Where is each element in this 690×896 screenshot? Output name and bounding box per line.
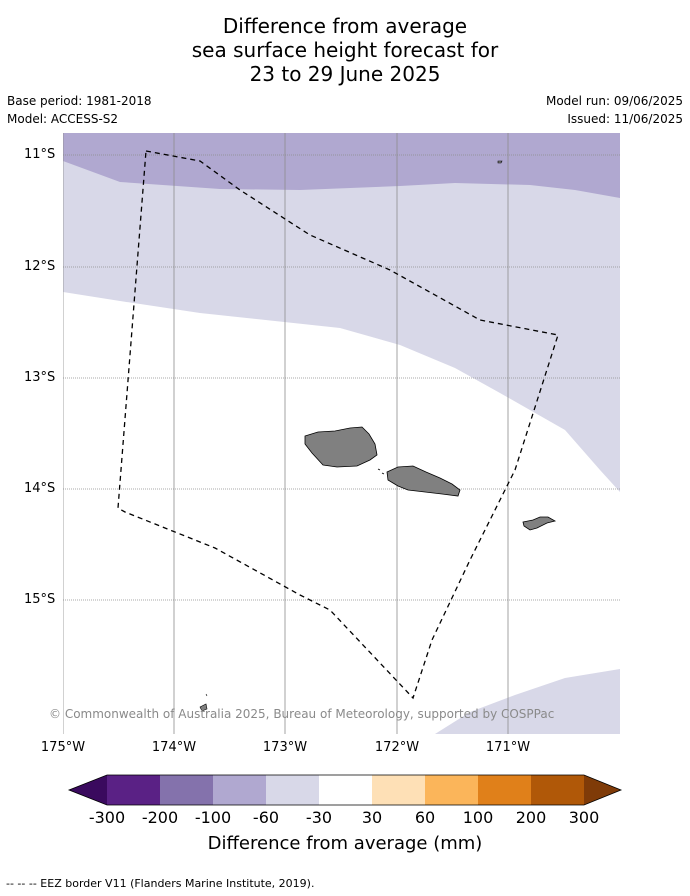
small-islet-southwest bbox=[205, 693, 208, 697]
latitude-gridlines bbox=[63, 154, 620, 601]
colorbar-tick: 30 bbox=[361, 808, 383, 827]
chart-title: Difference from average sea surface heig… bbox=[0, 14, 690, 86]
colorbar-tick: -300 bbox=[88, 808, 126, 827]
lat-label-12s: 12°S bbox=[24, 259, 56, 274]
upolu-island bbox=[386, 465, 461, 497]
colorbar-segment-2 bbox=[160, 775, 213, 805]
title-line-1: Difference from average bbox=[222, 14, 468, 38]
colorbar-tick: -200 bbox=[141, 808, 179, 827]
lon-label-173w: 173°W bbox=[262, 740, 308, 755]
base-period: Base period: 1981-2018 bbox=[7, 94, 152, 108]
colorbar-title: Difference from average (mm) bbox=[207, 833, 483, 854]
apolima-islets bbox=[377, 468, 385, 475]
lon-label-175w: 175°W bbox=[40, 740, 86, 755]
lon-label-172w: 172°W bbox=[374, 740, 420, 755]
title-line-2: sea surface height forecast for bbox=[191, 38, 499, 62]
tutuila-island bbox=[522, 516, 557, 531]
colorbar-tick: 300 bbox=[568, 808, 600, 827]
light-purple-region-south bbox=[435, 669, 620, 734]
savaii-island bbox=[304, 426, 378, 468]
colorbar-segment-9 bbox=[531, 775, 584, 805]
lat-label-14s: 14°S bbox=[24, 481, 56, 496]
model-name: Model: ACCESS-S2 bbox=[7, 112, 119, 126]
colorbar-tick: 100 bbox=[462, 808, 494, 827]
longitude-gridlines bbox=[63, 133, 509, 734]
model-run: Model run: 09/06/2025 bbox=[545, 94, 683, 108]
colorbar-segment-6 bbox=[372, 775, 425, 805]
colorbar-high-extension bbox=[584, 775, 621, 805]
copyright-notice: © Commonwealth of Australia 2025, Bureau… bbox=[49, 707, 555, 721]
colorbar-segment-3 bbox=[213, 775, 266, 805]
colorbar-tick: -100 bbox=[194, 808, 232, 827]
title-line-3: 23 to 29 June 2025 bbox=[249, 62, 441, 86]
colorbar-segment-1 bbox=[107, 775, 160, 805]
map-area bbox=[63, 133, 620, 734]
lat-label-13s: 13°S bbox=[24, 370, 56, 385]
lat-label-15s: 15°S bbox=[24, 592, 56, 607]
lon-label-171w: 171°W bbox=[485, 740, 531, 755]
medium-purple-region bbox=[63, 133, 620, 198]
eez-footnote: -- -- -- EEZ border V11 (Flanders Marine… bbox=[6, 877, 315, 890]
colorbar-tick: 200 bbox=[515, 808, 547, 827]
colorbar-tick: 60 bbox=[414, 808, 436, 827]
colorbar-tick: -60 bbox=[252, 808, 280, 827]
lat-label-11s: 11°S bbox=[24, 147, 56, 162]
swains-island bbox=[497, 160, 503, 164]
colorbar-segment-5 bbox=[319, 775, 372, 805]
small-island-southwest bbox=[199, 703, 208, 712]
light-purple-region bbox=[63, 133, 620, 492]
colorbar-segment-7 bbox=[425, 775, 478, 805]
issued-date: Issued: 11/06/2025 bbox=[567, 112, 683, 126]
colorbar-segment-8 bbox=[478, 775, 531, 805]
lon-label-174w: 174°W bbox=[151, 740, 197, 755]
colorbar-tick: -30 bbox=[305, 808, 333, 827]
colorbar-low-extension bbox=[69, 775, 107, 805]
colorbar bbox=[67, 774, 623, 806]
colorbar-segment-4 bbox=[266, 775, 319, 805]
